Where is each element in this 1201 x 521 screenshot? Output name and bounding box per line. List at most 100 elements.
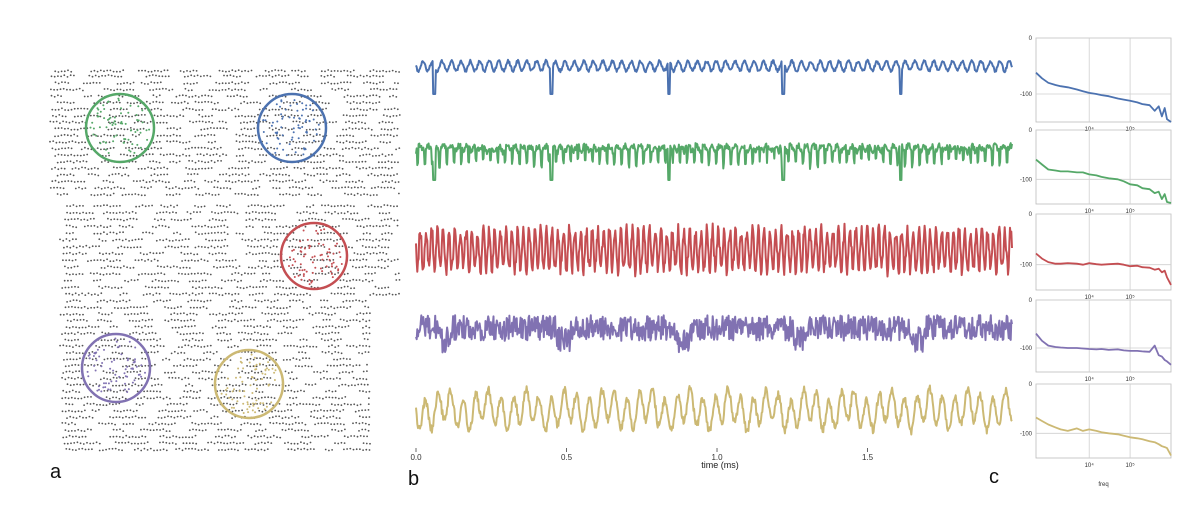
neuron-dot	[265, 75, 267, 77]
neuron-dot	[189, 312, 192, 315]
neuron-dot	[163, 219, 166, 221]
population-dot	[271, 121, 274, 124]
neuron-dot	[256, 245, 259, 248]
neuron-dot	[73, 74, 75, 77]
neuron-dot	[246, 128, 249, 131]
neuron-dot	[149, 102, 151, 105]
neuron-dot	[388, 292, 391, 295]
neuron-dot	[301, 435, 304, 438]
neuron-dot	[207, 94, 210, 97]
neuron-dot	[226, 233, 229, 236]
neuron-dot	[231, 81, 234, 84]
neuron-dot	[280, 266, 282, 268]
neuron-dot	[262, 326, 265, 329]
neuron-dot	[143, 442, 146, 445]
neuron-dot	[341, 326, 343, 329]
neuron-dot	[72, 225, 74, 228]
neuron-dot	[322, 370, 325, 372]
neuron-dot	[267, 71, 270, 73]
neuron-dot	[85, 160, 88, 163]
neuron-dot	[93, 167, 96, 169]
neuron-dot	[188, 383, 191, 385]
neuron-dot	[179, 267, 182, 269]
neuron-dot	[271, 94, 274, 97]
neuron-dot	[267, 396, 270, 399]
neuron-dot	[323, 246, 326, 248]
neuron-dot	[356, 102, 358, 104]
neuron-dot	[151, 280, 154, 283]
neuron-dot	[218, 109, 221, 112]
neuron-dot	[168, 181, 170, 184]
neuron-dot	[260, 161, 263, 164]
neuron-dot	[323, 160, 325, 163]
neuron-dot	[340, 429, 343, 432]
neuron-dots	[49, 69, 401, 452]
neuron-dot	[264, 396, 266, 399]
neuron-dot	[348, 120, 350, 123]
population-dot	[302, 153, 305, 156]
neuron-dot	[340, 70, 342, 73]
neuron-dot	[156, 81, 159, 84]
population-dot	[311, 271, 314, 274]
neuron-dot	[181, 449, 184, 452]
neuron-dot	[155, 226, 157, 229]
population-dot	[311, 109, 314, 112]
neuron-dot	[252, 120, 255, 123]
neuron-dot	[382, 212, 384, 215]
neuron-dot	[103, 70, 105, 73]
neuron-dot	[249, 403, 252, 406]
neuron-dot	[329, 416, 331, 418]
neuron-dot	[69, 205, 72, 208]
neuron-dot	[75, 299, 78, 302]
neuron-dot	[118, 384, 121, 387]
neuron-dot	[338, 245, 341, 248]
neuron-dot	[320, 114, 322, 117]
population-dot	[292, 258, 295, 261]
neuron-dot	[230, 338, 233, 341]
neuron-dot	[170, 218, 173, 221]
neuron-dot	[191, 292, 194, 295]
neuron-dot	[347, 325, 350, 327]
neuron-dot	[139, 370, 142, 373]
neuron-dot	[312, 128, 314, 131]
neuron-dot	[208, 120, 211, 123]
neuron-dot	[275, 286, 278, 288]
neuron-dot	[292, 326, 295, 329]
neuron-dot	[61, 422, 64, 424]
neuron-dot	[246, 319, 249, 322]
neuron-dot	[316, 371, 319, 373]
neuron-dot	[98, 312, 100, 314]
neuron-dot	[372, 102, 374, 105]
neuron-dot	[77, 141, 80, 144]
population-dot	[288, 265, 290, 267]
neuron-dot	[335, 180, 338, 183]
neuron-dot	[83, 404, 85, 406]
neuron-dot	[206, 351, 209, 353]
neuron-dot	[120, 286, 123, 289]
neuron-dot	[282, 180, 284, 183]
neuron-dot	[326, 434, 329, 437]
neuron-dot	[73, 442, 76, 444]
population-dot	[293, 276, 296, 278]
neuron-dot	[298, 351, 300, 354]
neuron-dot	[96, 147, 99, 150]
neuron-dot	[184, 447, 187, 450]
neuron-dot	[156, 174, 159, 177]
neuron-dot	[356, 253, 359, 255]
neuron-dot	[265, 174, 268, 177]
neuron-dot	[238, 148, 240, 151]
neuron-dot	[149, 390, 152, 392]
neuron-dot	[375, 294, 378, 296]
neuron-dot	[75, 273, 78, 276]
neuron-dot	[140, 186, 143, 189]
neuron-dot	[241, 114, 243, 117]
neuron-dot	[365, 391, 368, 393]
neuron-dot	[364, 273, 367, 275]
neuron-dot	[112, 396, 114, 399]
neuron-dot	[341, 383, 344, 386]
population-dot	[298, 117, 301, 120]
neuron-dot	[137, 377, 140, 380]
neuron-dot	[211, 253, 214, 256]
neuron-dot	[118, 397, 121, 400]
